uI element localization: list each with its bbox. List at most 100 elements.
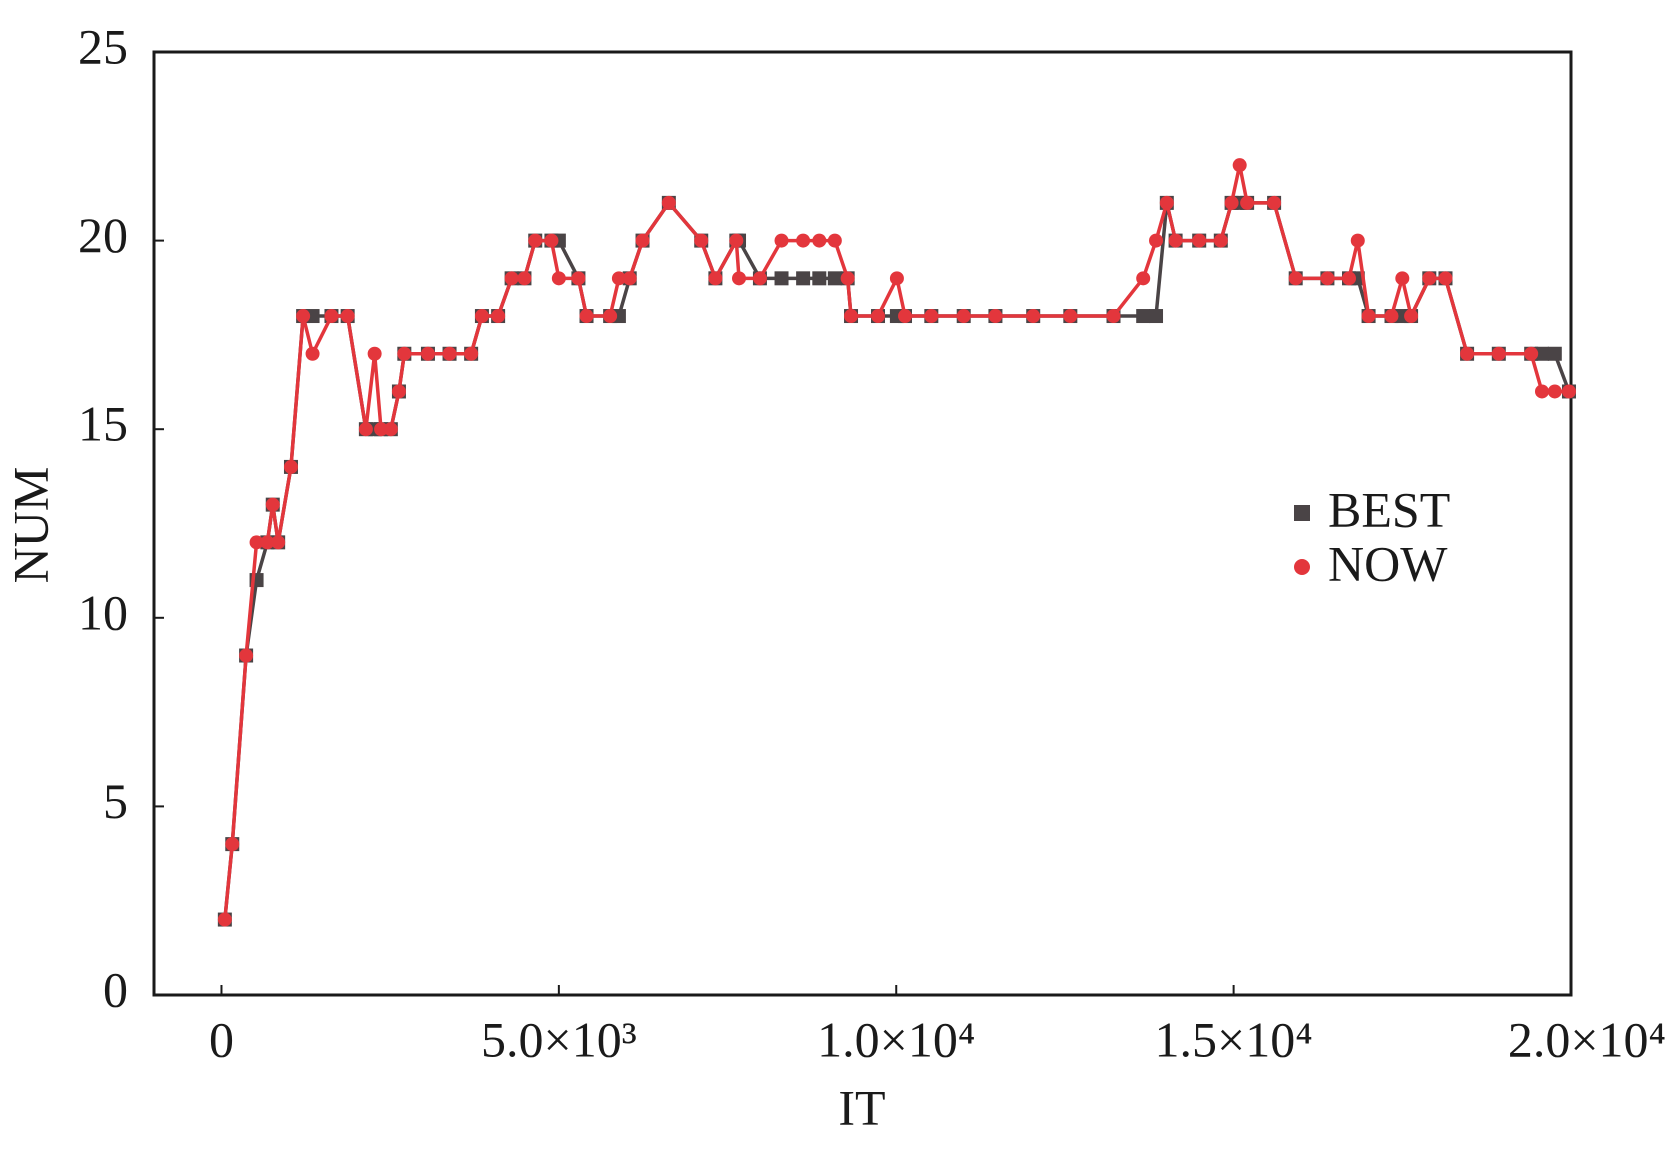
marker [1534,384,1549,399]
marker [1192,233,1207,248]
marker [579,309,594,324]
legend-marker [1294,505,1310,521]
marker [1491,346,1506,361]
marker [239,648,254,663]
marker [1561,384,1576,399]
marker [464,346,479,361]
marker [1136,309,1151,324]
marker [1320,271,1335,286]
marker [1342,271,1357,286]
x-tick-label: 1.5×10⁴ [1155,1011,1313,1067]
marker [474,309,489,324]
marker [491,309,506,324]
marker [1063,309,1078,324]
legend-marker [1294,559,1310,575]
marker [1026,309,1041,324]
marker [265,497,280,512]
marker [296,309,311,324]
marker [889,271,904,286]
marker [732,271,747,286]
marker [1213,233,1228,248]
marker [708,271,723,286]
plot-frame [152,50,1573,997]
marker [1524,346,1539,361]
marker [571,271,586,286]
marker [1224,195,1239,210]
marker [324,309,339,324]
x-tick-label: 5.0×10³ [481,1011,637,1067]
marker [924,309,939,324]
x-axis-label: IT [838,1079,885,1135]
marker [1361,309,1376,324]
y-axis-label: NUM [2,467,58,584]
marker [1460,346,1475,361]
x-tick-label: 1.0×10⁴ [817,1011,975,1067]
marker [729,233,744,248]
x-tick-label: 2.0×10⁴ [1508,1011,1666,1067]
marker [271,535,286,550]
marker [694,233,709,248]
marker [367,346,382,361]
marker [1384,309,1399,324]
marker [391,384,406,399]
marker [283,459,298,474]
marker [383,422,398,437]
marker [1159,195,1174,210]
marker [611,271,626,286]
marker [1534,346,1549,361]
y-tick-label: 10 [78,584,128,640]
marker [420,346,435,361]
marker [1404,309,1419,324]
marker [249,535,264,550]
marker [661,195,676,210]
marker [1422,271,1437,286]
marker [1547,384,1562,399]
marker [827,233,842,248]
marker [898,309,913,324]
marker [812,233,827,248]
marker [1547,346,1562,361]
marker [812,271,827,286]
marker [635,233,650,248]
marker [1350,233,1365,248]
y-tick-label: 25 [78,18,128,74]
marker [1136,271,1151,286]
marker [871,309,886,324]
marker [1232,158,1247,173]
marker [544,233,559,248]
marker [340,309,355,324]
legend-label: BEST [1328,481,1450,537]
marker [504,271,519,286]
x-tick-label: 0 [209,1011,234,1067]
marker [1267,195,1282,210]
marker [840,271,855,286]
marker [988,309,1003,324]
marker [956,309,971,324]
marker [1149,233,1164,248]
marker [517,271,532,286]
marker [1149,309,1164,324]
marker [305,346,320,361]
marker [774,271,789,286]
y-tick-label: 0 [103,961,128,1017]
y-tick-label: 15 [78,396,128,452]
marker [796,271,811,286]
marker [374,422,389,437]
marker [528,233,543,248]
marker [774,233,789,248]
marker [442,346,457,361]
y-tick-label: 5 [103,773,128,829]
marker [796,233,811,248]
marker [397,346,412,361]
marker [1168,233,1183,248]
marker [217,912,232,927]
legend-label: NOW [1328,535,1448,591]
marker [844,309,859,324]
marker [603,309,618,324]
marker [551,271,566,286]
marker [622,271,637,286]
y-tick-label: 20 [78,207,128,263]
marker [1240,195,1255,210]
marker [827,271,842,286]
